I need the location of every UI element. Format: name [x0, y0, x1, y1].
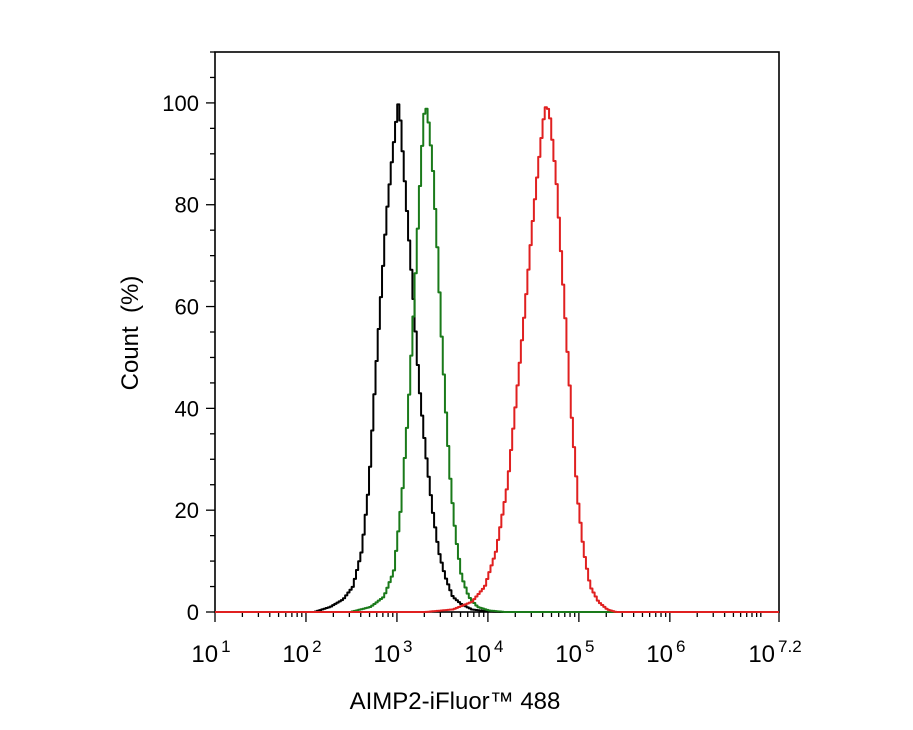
y-tick-label: 40 — [175, 396, 199, 421]
x-axis-ticks: 10 1 10 2 10 3 10 4 10 5 10 6 10 7.2 — [191, 612, 802, 668]
x-tick-label: 10 2 — [282, 637, 321, 668]
y-tick-label: 80 — [175, 193, 199, 218]
y-tick-label: 20 — [175, 498, 199, 523]
series-layer — [215, 103, 779, 613]
series-line-2 — [215, 107, 779, 613]
y-tick-label: 60 — [175, 295, 199, 320]
series-line-3 — [215, 106, 779, 613]
plot-frame — [214, 51, 780, 613]
x-tick-label: 10 4 — [464, 637, 503, 668]
y-tick-label: 100 — [162, 91, 199, 116]
x-tick-label: 10 5 — [555, 637, 594, 668]
x-tick-label: 10 3 — [373, 637, 412, 668]
y-axis-label: Count (%) — [117, 276, 144, 391]
x-axis-label: AIMP2-iFluor™ 488 — [350, 688, 561, 715]
x-tick-label: 10 7.2 — [748, 637, 801, 668]
x-tick-label: 10 6 — [646, 637, 685, 668]
y-tick-label: 0 — [187, 600, 199, 625]
y-axis-ticks: 0 20 40 60 80 100 — [162, 51, 215, 625]
series-line-1 — [215, 103, 779, 613]
x-tick-label: 10 1 — [191, 637, 230, 668]
